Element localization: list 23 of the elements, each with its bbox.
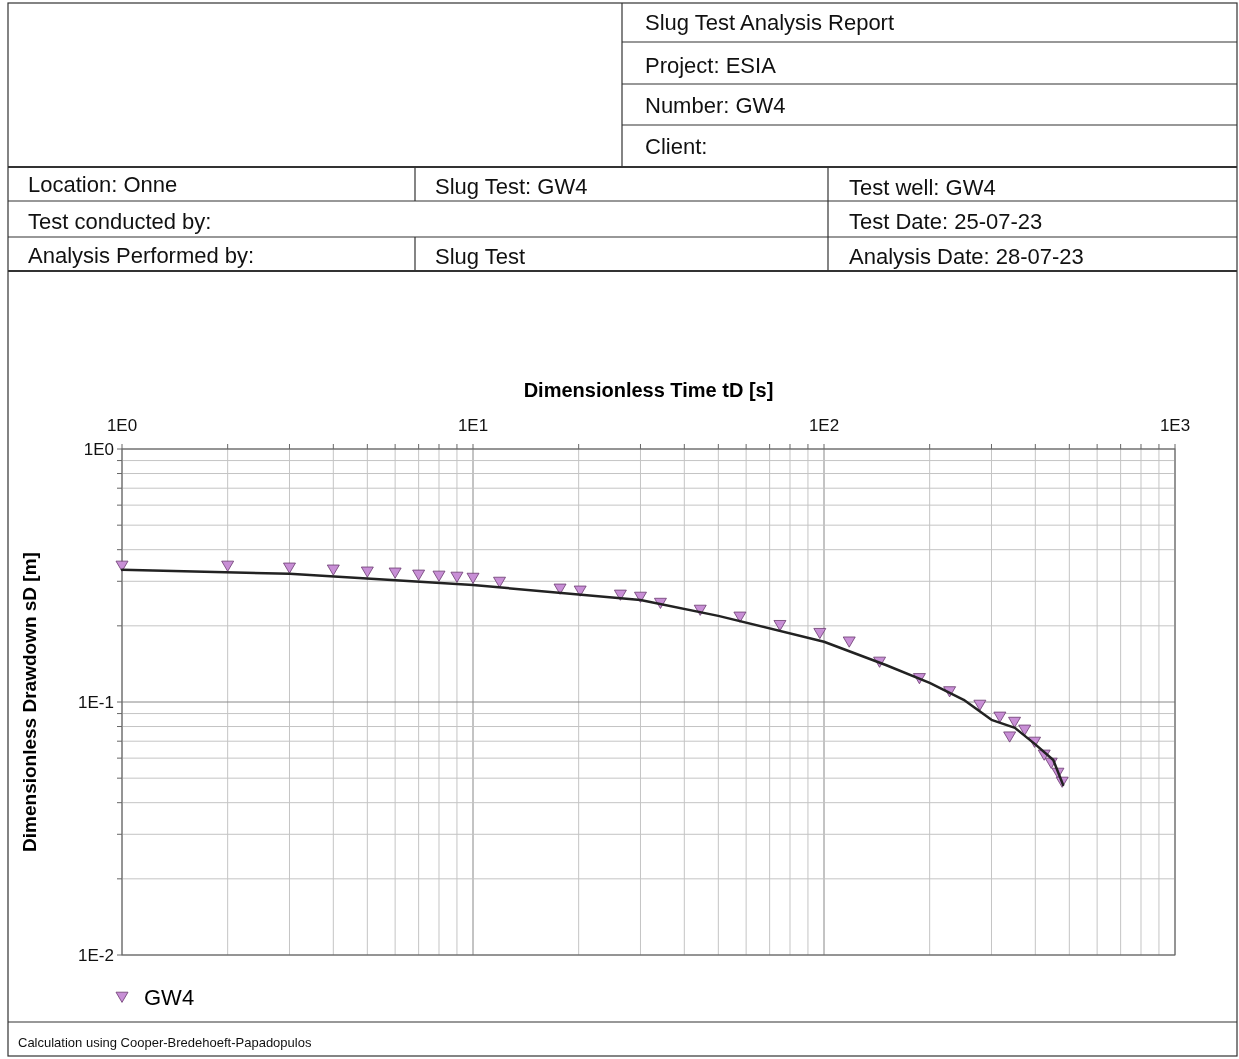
text: Analysis Performed by: bbox=[28, 243, 255, 268]
x-tick-label: 1E3 bbox=[1159, 416, 1191, 435]
text: Test conducted by: bbox=[28, 209, 212, 234]
text: Analysis Date: 28-07-23 bbox=[849, 244, 1084, 269]
y-tick-label: 1E-2 bbox=[78, 946, 114, 965]
x-tick-label: 1E1 bbox=[457, 416, 489, 435]
y-tick-label: 1E-1 bbox=[78, 693, 114, 712]
text: Client: bbox=[645, 134, 708, 159]
text: Slug Test: GW4 bbox=[435, 174, 588, 199]
text: Project: ESIA bbox=[645, 53, 777, 78]
text: Location: Onne bbox=[28, 172, 178, 197]
text: Test Date: 25-07-23 bbox=[849, 209, 1043, 234]
y-axis-title: Dimensionless Drawdown sD [m] bbox=[19, 552, 40, 852]
legend-label: GW4 bbox=[144, 985, 195, 1010]
x-tick-label: 1E2 bbox=[808, 416, 840, 435]
y-tick-label: 1E0 bbox=[83, 440, 114, 459]
x-axis-title: Dimensionless Time tD [s] bbox=[523, 379, 774, 401]
text: Number: GW4 bbox=[645, 93, 786, 118]
x-tick-label: 1E0 bbox=[106, 416, 138, 435]
text: Test well: GW4 bbox=[849, 175, 996, 200]
text: Slug Test bbox=[435, 244, 526, 269]
text: Calculation using Cooper-Bredehoeft-Papadopulos bbox=[18, 1035, 312, 1050]
chart-title: Slug Test Analysis Report bbox=[645, 10, 895, 35]
